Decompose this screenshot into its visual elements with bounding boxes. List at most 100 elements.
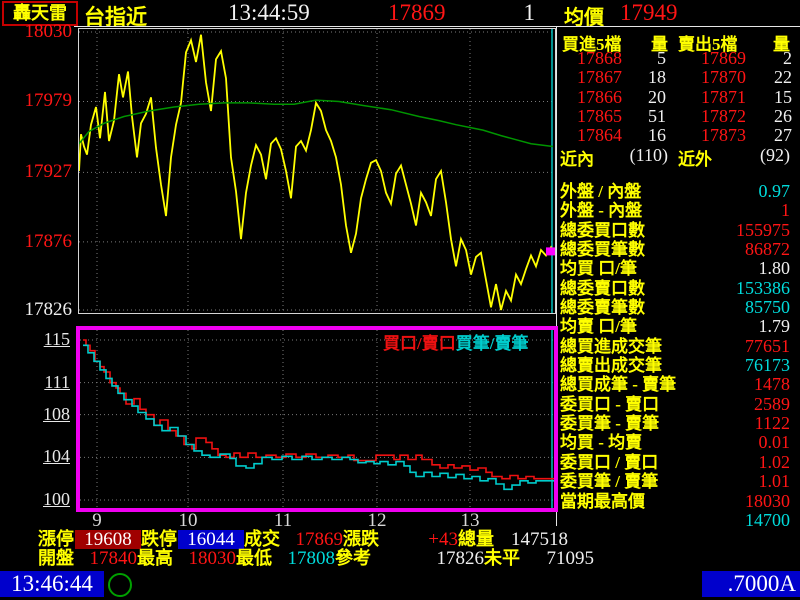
high-label: 最高 bbox=[137, 548, 173, 568]
near-out-label: 近外 bbox=[678, 150, 712, 169]
session-info-row-1: 漲停 19608 跌停 16044 成交 17869漲跌 +43總量 147518 bbox=[38, 530, 598, 549]
ratio-axis-tick: 115 bbox=[43, 329, 70, 349]
low-value: 17808 bbox=[287, 548, 336, 569]
limit-down-value: 16044 bbox=[178, 530, 244, 549]
ask-price[interactable]: 17869 bbox=[701, 48, 746, 68]
bid-volume: 16 bbox=[648, 125, 666, 146]
ratio-axis-tick: 108 bbox=[43, 404, 70, 424]
stat-value: 85750 bbox=[745, 297, 790, 318]
stat-value: 1 bbox=[781, 200, 790, 221]
bid-price[interactable]: 17868 bbox=[577, 48, 622, 68]
change-value: +43 bbox=[428, 529, 458, 550]
stat-row: 總買進成交筆 77651 bbox=[560, 336, 790, 356]
average-price-label: 均價 bbox=[564, 7, 604, 29]
stat-row: 總委買筆數 86872 bbox=[560, 239, 790, 260]
stat-row: 委買筆 - 賣筆 1122 bbox=[560, 413, 790, 434]
ask-price[interactable]: 17870 bbox=[701, 67, 746, 88]
price-axis-tick: 17927 bbox=[24, 161, 73, 182]
top-divider-line bbox=[74, 26, 800, 27]
quote-time: 13:44:59 bbox=[228, 0, 310, 25]
ref-label: 參考 bbox=[335, 548, 371, 568]
time-axis-tick: 11 bbox=[273, 510, 293, 531]
stat-value: 1122 bbox=[754, 413, 790, 434]
stat-label: 總委賣筆數 bbox=[560, 298, 645, 318]
legend-buy-sell-lots: 買口/賣口 bbox=[383, 334, 456, 353]
price-axis-tick: 17876 bbox=[24, 231, 73, 252]
stat-row: 14700 bbox=[560, 510, 790, 530]
ask-price[interactable]: 17871 bbox=[701, 86, 746, 107]
stat-value: 155975 bbox=[736, 219, 790, 240]
limit-down-label: 跌停 bbox=[141, 529, 177, 549]
market-stats-list: 外盤 / 內盤 0.97 外盤 - 內盤 1 總委買口數 155975 總委買筆… bbox=[560, 181, 791, 530]
stat-row: 總賣出成交筆 76173 bbox=[560, 355, 790, 376]
bid-price[interactable]: 17867 bbox=[577, 67, 622, 88]
order-book-row: 17866 20 17871 15 bbox=[560, 86, 798, 107]
stat-label: 外盤 - 內盤 bbox=[560, 201, 643, 221]
status-code[interactable]: .7000A bbox=[702, 571, 800, 597]
stat-row: 均買 - 均賣 0.01 bbox=[560, 433, 790, 453]
order-book-row: 17867 18 17870 22 bbox=[560, 67, 798, 88]
app-name-badge[interactable]: 轟天雷 bbox=[2, 1, 78, 26]
stat-value: 1.02 bbox=[758, 451, 791, 472]
low-label: 最低 bbox=[236, 548, 272, 568]
limit-up-value: 19608 bbox=[75, 530, 141, 549]
panel-divider-line bbox=[556, 27, 557, 526]
quote-panel: 買進5檔 量 賣出5檔 量 17868 5 17869 2 17867 18 1… bbox=[560, 28, 798, 533]
stat-row: 委買口 - 賣口 2589 bbox=[560, 393, 790, 414]
bid-header: 買進5檔 bbox=[562, 35, 622, 54]
bid-vol-header: 量 bbox=[651, 35, 668, 54]
order-book-header: 買進5檔 量 賣出5檔 量 bbox=[560, 30, 798, 54]
session-info-row-2: 開盤 17840最高 18030最低 17808參考 17826未平 71095 bbox=[38, 548, 598, 569]
system-clock: 13:46:44 bbox=[0, 571, 104, 597]
price-axis-tick: 18030 bbox=[24, 21, 73, 42]
stat-row: 總委賣口數 153386 bbox=[560, 278, 790, 298]
price-chart-canvas[interactable] bbox=[78, 28, 556, 314]
near-in-out-row: 近內 (110) 近外 (92) bbox=[560, 145, 798, 169]
stat-row: 總買成筆 - 賣筆 1478 bbox=[560, 375, 790, 395]
stat-row: 總委賣筆數 85750 bbox=[560, 297, 790, 318]
stat-value: 76173 bbox=[745, 355, 790, 376]
bid-price[interactable]: 17865 bbox=[577, 105, 622, 126]
price-axis-tick: 17979 bbox=[24, 90, 73, 111]
stat-label: 總委買筆數 bbox=[560, 240, 645, 260]
stat-row: 委買筆 / 賣筆 1.01 bbox=[560, 471, 790, 492]
stat-label: 均買 口/筆 bbox=[560, 259, 637, 279]
ask-price[interactable]: 17873 bbox=[701, 125, 746, 146]
ask-vol-header: 量 bbox=[773, 35, 790, 54]
bid-price[interactable]: 17864 bbox=[577, 125, 622, 146]
stat-label: 委買筆 - 賣筆 bbox=[560, 414, 660, 434]
bid-volume: 5 bbox=[657, 48, 666, 68]
ref-value: 17826 bbox=[436, 548, 485, 569]
ask-price[interactable]: 17872 bbox=[701, 105, 746, 126]
volume-value: 147518 bbox=[511, 529, 568, 550]
change-label: 漲跌 bbox=[343, 529, 379, 549]
ratio-axis-tick: 111 bbox=[44, 372, 70, 392]
bid-price[interactable]: 17866 bbox=[577, 86, 622, 107]
bid-volume: 20 bbox=[648, 86, 666, 107]
ask-volume: 2 bbox=[783, 48, 792, 68]
ratio-chart-canvas[interactable] bbox=[76, 326, 558, 512]
legend-buy-sell-orders: 買筆/賣筆 bbox=[455, 334, 529, 353]
stat-row: 總委買口數 155975 bbox=[560, 219, 790, 240]
time-axis-tick: 13 bbox=[460, 510, 480, 531]
stat-label: 均賣 口/筆 bbox=[560, 317, 637, 337]
stat-value: 1.79 bbox=[758, 316, 791, 337]
stat-value: 2589 bbox=[754, 393, 790, 414]
high-value: 18030 bbox=[188, 548, 237, 569]
stat-label: 委買筆 / 賣筆 bbox=[560, 472, 659, 492]
last-price: 17869 bbox=[388, 0, 446, 25]
ask-volume: 27 bbox=[774, 125, 792, 146]
stat-row: 委買口 / 賣口 1.02 bbox=[560, 451, 791, 472]
stat-value: 0.97 bbox=[758, 181, 791, 201]
stat-label: 總買進成交筆 bbox=[560, 336, 662, 356]
stat-row: 均買 口/筆 1.80 bbox=[560, 258, 790, 279]
stat-row: 當期最高價 18030 bbox=[560, 491, 790, 511]
open-value: 17840 bbox=[89, 548, 138, 569]
limit-up-label: 漲停 bbox=[38, 529, 74, 549]
ask-volume: 22 bbox=[774, 67, 792, 88]
price-axis-tick-reference: 17826 bbox=[24, 299, 73, 320]
open-interest-value: 71095 bbox=[546, 548, 595, 569]
time-axis-tick: 10 bbox=[178, 510, 198, 531]
stat-label: 均買 - 均賣 bbox=[560, 433, 643, 453]
